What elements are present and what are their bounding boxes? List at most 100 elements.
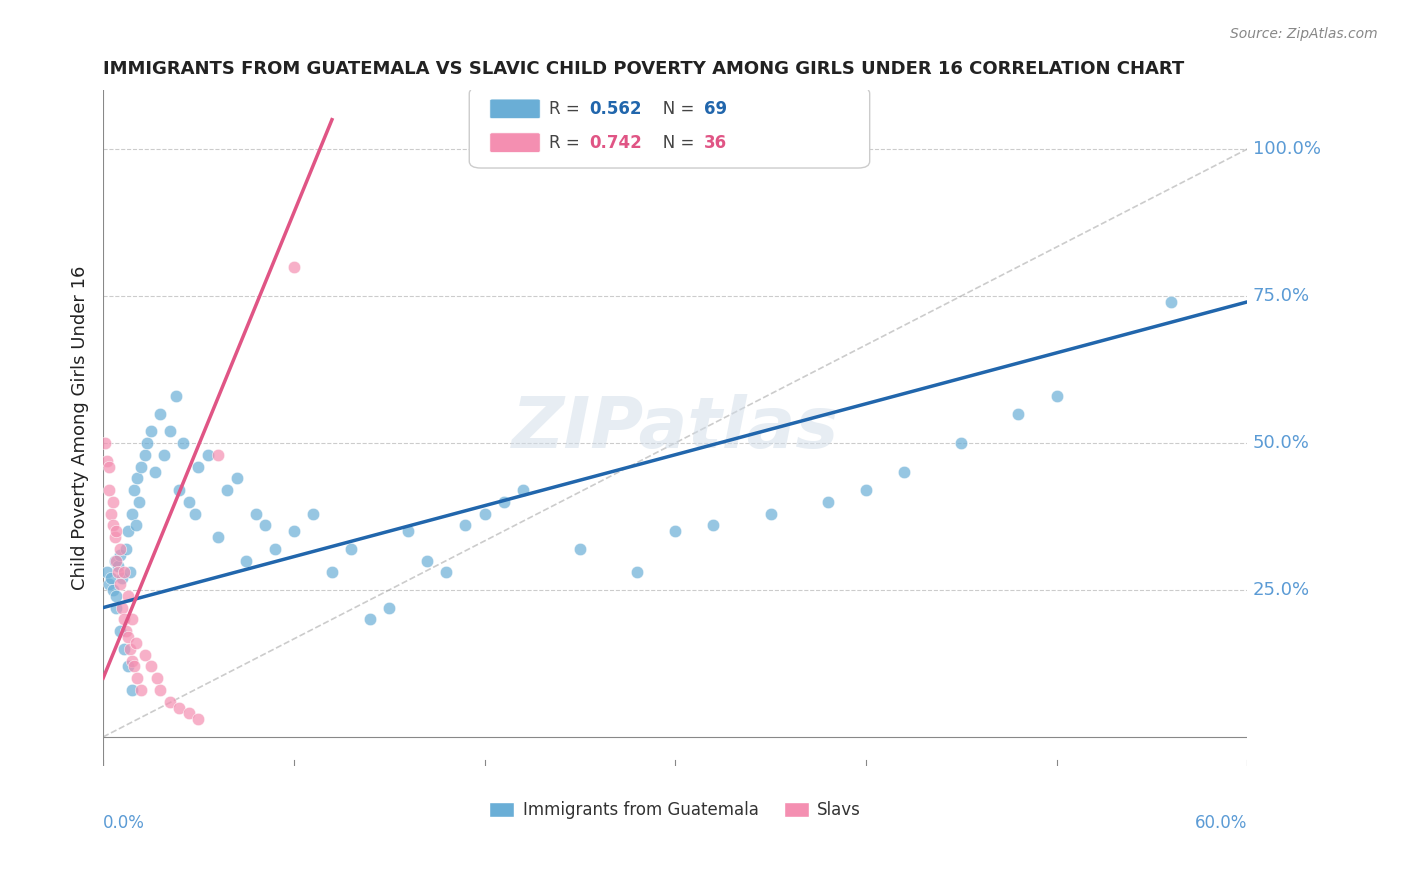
Point	[187, 459, 209, 474]
Point	[263, 541, 285, 556]
Legend: Immigrants from Guatemala, Slavs: Immigrants from Guatemala, Slavs	[482, 794, 868, 826]
Text: R =: R =	[550, 100, 585, 119]
Point	[121, 612, 143, 626]
Point	[1007, 407, 1029, 421]
Point	[159, 695, 181, 709]
Point	[165, 389, 187, 403]
Point	[121, 507, 143, 521]
Point	[121, 682, 143, 697]
Point	[702, 518, 724, 533]
Point	[626, 566, 648, 580]
Point	[118, 641, 141, 656]
Point	[359, 612, 381, 626]
Point	[893, 466, 915, 480]
Point	[96, 453, 118, 467]
Text: 36: 36	[704, 134, 727, 152]
Point	[100, 571, 122, 585]
Point	[112, 566, 135, 580]
Point	[855, 483, 877, 497]
Point	[105, 524, 128, 538]
Text: R =: R =	[550, 134, 585, 152]
Point	[97, 577, 120, 591]
Point	[103, 553, 125, 567]
Point	[111, 600, 134, 615]
Point	[124, 518, 146, 533]
Point	[94, 436, 117, 450]
Point	[187, 712, 209, 726]
Point	[1160, 294, 1182, 309]
Text: 60.0%: 60.0%	[1195, 814, 1247, 831]
Point	[254, 518, 277, 533]
FancyBboxPatch shape	[470, 87, 870, 168]
Point	[153, 448, 176, 462]
Point	[416, 553, 439, 567]
Text: 25.0%: 25.0%	[1253, 581, 1310, 599]
Point	[492, 495, 515, 509]
Point	[122, 483, 145, 497]
Point	[283, 260, 305, 274]
Point	[97, 483, 120, 497]
Y-axis label: Child Poverty Among Girls Under 16: Child Poverty Among Girls Under 16	[72, 266, 89, 591]
Point	[197, 448, 219, 462]
Point	[110, 577, 132, 591]
Point	[105, 553, 128, 567]
Point	[112, 641, 135, 656]
Point	[96, 566, 118, 580]
Point	[111, 571, 134, 585]
Point	[302, 507, 325, 521]
Point	[128, 495, 150, 509]
Point	[759, 507, 782, 521]
Point	[207, 530, 229, 544]
Point	[118, 566, 141, 580]
FancyBboxPatch shape	[489, 133, 540, 153]
Point	[110, 548, 132, 562]
Point	[454, 518, 477, 533]
Text: 0.742: 0.742	[589, 134, 643, 152]
Point	[129, 459, 152, 474]
Point	[101, 518, 124, 533]
Text: 100.0%: 100.0%	[1253, 140, 1322, 158]
Point	[105, 600, 128, 615]
Text: 50.0%: 50.0%	[1253, 434, 1310, 452]
Point	[103, 530, 125, 544]
Point	[122, 659, 145, 673]
Text: 0.0%: 0.0%	[103, 814, 145, 831]
Point	[149, 682, 172, 697]
Point	[217, 483, 239, 497]
Point	[434, 566, 457, 580]
Point	[378, 600, 401, 615]
Point	[207, 448, 229, 462]
Point	[474, 507, 496, 521]
Point	[117, 659, 139, 673]
Point	[101, 495, 124, 509]
Point	[110, 541, 132, 556]
Point	[136, 436, 159, 450]
Point	[107, 566, 129, 580]
Text: N =: N =	[647, 134, 699, 152]
Point	[110, 624, 132, 639]
Point	[134, 648, 156, 662]
Point	[321, 566, 343, 580]
Point	[183, 507, 205, 521]
Text: 0.562: 0.562	[589, 100, 643, 119]
Point	[340, 541, 363, 556]
Text: N =: N =	[647, 100, 699, 119]
Point	[177, 706, 200, 721]
Point	[143, 466, 166, 480]
Point	[112, 612, 135, 626]
Point	[129, 682, 152, 697]
Point	[134, 448, 156, 462]
Point	[101, 582, 124, 597]
Point	[117, 589, 139, 603]
Point	[115, 624, 138, 639]
Point	[121, 653, 143, 667]
Point	[115, 541, 138, 556]
Point	[105, 589, 128, 603]
Point	[145, 671, 167, 685]
Point	[225, 471, 247, 485]
Point	[177, 495, 200, 509]
Point	[100, 507, 122, 521]
Text: 75.0%: 75.0%	[1253, 287, 1310, 305]
Point	[512, 483, 534, 497]
Point	[568, 541, 591, 556]
